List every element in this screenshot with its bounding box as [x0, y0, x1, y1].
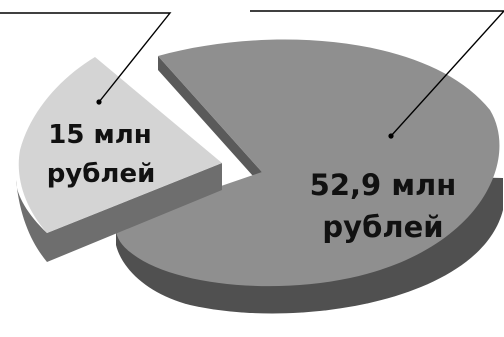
- slice-label-large-line2: рублей: [322, 210, 443, 244]
- pie-slice-large-cut: [158, 56, 262, 186]
- slice-label-small-line2: рублей: [47, 159, 156, 189]
- leader-line-large: [250, 10, 504, 137]
- pie-slice-small-side: [16, 163, 222, 262]
- leader-dot-small: [96, 99, 102, 105]
- pie-slice-large: [115, 39, 500, 287]
- leader-dot-large: [388, 133, 394, 139]
- slice-label-small-line1: 15 млн: [48, 120, 152, 150]
- slice-label-large-line1: 52,9 млн: [310, 168, 457, 202]
- leader-line-small: [0, 12, 172, 103]
- pie-slice-small: [18, 57, 223, 233]
